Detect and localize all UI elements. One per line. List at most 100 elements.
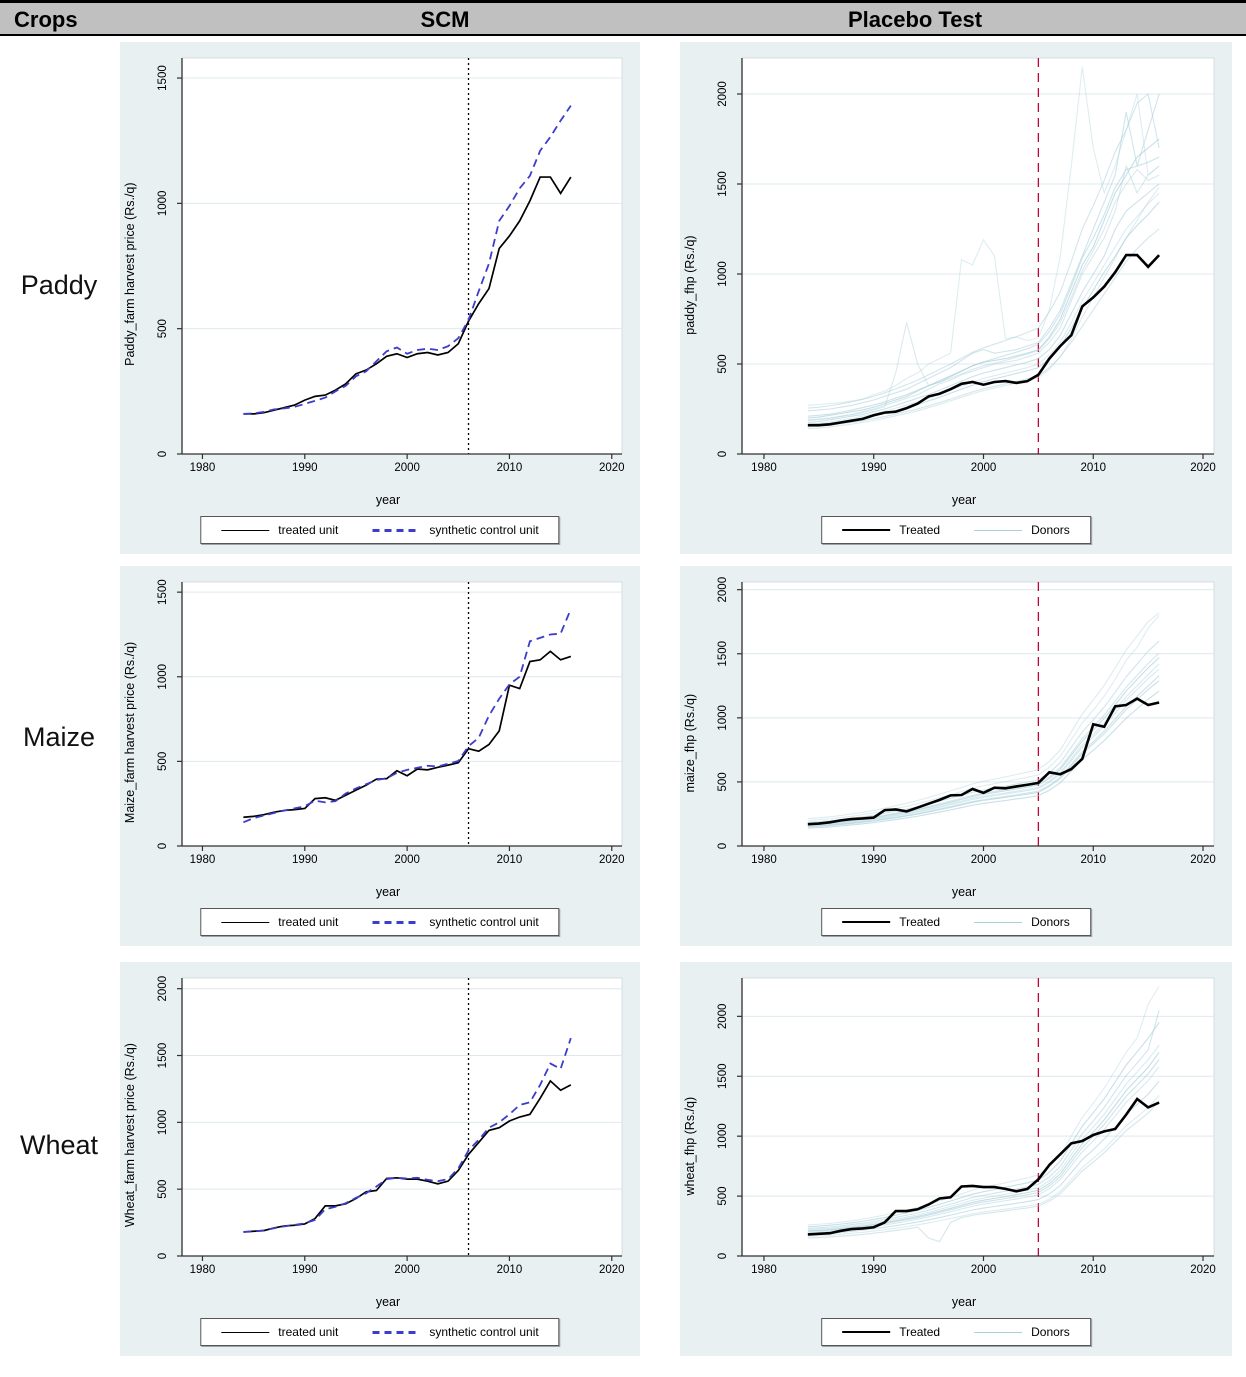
header-crops: Crops	[14, 7, 78, 32]
treated-line	[807, 697, 1160, 826]
donor-line	[807, 1044, 1160, 1231]
paddy-placebo-plot: 0 500 1000 1500 2000 1980 1990 2000 2010 2020	[717, 57, 1216, 474]
donor-line	[807, 66, 1160, 406]
donor-line	[807, 93, 1160, 412]
x-tick-label: 2010	[497, 1264, 523, 1276]
donor-line	[807, 1101, 1160, 1243]
treated-line-sample	[221, 1331, 270, 1333]
x-tick-label: 1980	[751, 462, 777, 474]
wheat-scm-y-axis-label: Wheat_farm harvest price (Rs./q)	[123, 1043, 137, 1228]
y-tick-label: 2000	[157, 976, 169, 1002]
y-tick-label: 0	[717, 843, 729, 849]
donor-line	[807, 668, 1160, 827]
wheat-scm-chart-block: Wheat_farm harvest price (Rs./q) 0 500 100…	[120, 962, 640, 1356]
maize-scm-legend: treated unit synthetic control unit	[200, 908, 560, 936]
x-tick-label: 2020	[1190, 462, 1216, 474]
synthetic-control-line	[243, 105, 572, 415]
treated-line-sample	[842, 1331, 891, 1333]
treated-line	[243, 176, 572, 415]
x-tick-label: 1980	[190, 1264, 216, 1276]
treated-line	[243, 650, 572, 819]
x-tick-label: 2020	[599, 462, 625, 474]
header-placebo-test: Placebo Test	[847, 7, 983, 32]
paddy-placebo-chart-block: paddy_fhp (Rs./q) 0 500 1000 1500 2000 1980 19…	[680, 42, 1232, 554]
donor-line	[807, 1080, 1160, 1235]
y-tick-label: 1500	[157, 1043, 169, 1069]
y-tick-label: 1500	[717, 171, 729, 197]
maize-placebo-y-axis-label: maize_fhp (Rs./q)	[683, 693, 697, 793]
donor-line	[807, 156, 1160, 417]
donors-line-sample	[974, 921, 1023, 923]
donor-line	[807, 690, 1160, 829]
y-tick-label: 1500	[717, 641, 729, 667]
plot-area	[181, 977, 623, 1257]
maize-placebo-legend: Treated Donors	[821, 908, 1091, 936]
legend-item-treated: Treated	[842, 1325, 940, 1339]
y-tick-label: 1000	[717, 1123, 729, 1149]
x-tick-label: 2000	[971, 854, 997, 866]
x-tick-label: 2020	[1190, 1264, 1216, 1276]
treated-line	[807, 1097, 1160, 1236]
y-tick-label: 0	[157, 1253, 169, 1259]
x-tick-label: 2010	[497, 462, 523, 474]
wheat-scm-x-axis-label: year	[375, 1295, 401, 1309]
plot-area	[741, 57, 1215, 455]
legend-label-synthetic-control: synthetic control unit	[429, 1325, 539, 1339]
x-tick-label: 2020	[1190, 854, 1216, 866]
y-tick-label: 1500	[717, 1063, 729, 1089]
maize-scm-chart-block: Maize_farm harvest price (Rs./q) 0 500 100…	[120, 566, 640, 946]
legend-label-treated: Treated	[899, 1325, 941, 1339]
x-tick-label: 2000	[394, 854, 420, 866]
y-tick-label: 0	[157, 451, 169, 457]
synthetic-line-sample	[372, 1330, 421, 1334]
legend-item-donors: Donors	[974, 523, 1070, 537]
donors-line-sample	[974, 529, 1023, 531]
x-tick-label: 2010	[1080, 854, 1106, 866]
donor-line	[807, 168, 1160, 422]
wheat-placebo-chart-block: wheat_fhp (Rs./q) 0 500 1000 1500 2000 1980 19…	[680, 962, 1232, 1356]
wheat-placebo-legend: Treated Donors	[821, 1318, 1091, 1346]
donor-line	[807, 675, 1160, 827]
maize-scm-x-axis-label: year	[375, 885, 401, 899]
donor-line	[807, 192, 1160, 425]
y-tick-label: 2000	[717, 577, 729, 603]
y-tick-label: 1500	[157, 579, 169, 605]
table-header-row: Crops SCM Placebo Test	[0, 0, 1246, 36]
crop-label-maize: Maize	[22, 722, 96, 752]
treated-line-sample	[221, 529, 270, 531]
paddy-placebo-y-axis-label: paddy_fhp (Rs./q)	[683, 235, 697, 335]
x-tick-label: 1990	[292, 854, 318, 866]
wheat-placebo-y-axis-label: wheat_fhp (Rs./q)	[683, 1096, 697, 1196]
paddy-placebo-x-axis-label: year	[951, 493, 977, 507]
x-tick-label: 1990	[861, 462, 887, 474]
donors-line-sample	[974, 1331, 1023, 1333]
donor-line	[807, 183, 1160, 424]
maize-scm-plot: 0 500 1000 1500 1980 1990 2000 2010 2020	[157, 579, 625, 866]
maize-placebo-x-axis-label: year	[951, 885, 977, 899]
donor-line	[807, 614, 1160, 821]
donor-line	[807, 640, 1160, 823]
donor-line	[807, 1059, 1160, 1232]
donor-line	[807, 1010, 1160, 1229]
plot-area	[741, 977, 1215, 1257]
wheat-placebo-plot: 0 500 1000 1500 2000 1980 1990 2000 2010 2020	[717, 977, 1216, 1276]
x-tick-label: 1990	[292, 462, 318, 474]
x-tick-label: 1990	[292, 1264, 318, 1276]
synthetic-line-sample	[372, 920, 421, 924]
legend-label-treated-unit: treated unit	[278, 523, 339, 537]
legend-label-synthetic-control: synthetic control unit	[429, 523, 539, 537]
x-tick-label: 1980	[190, 462, 216, 474]
x-tick-label: 1980	[190, 854, 216, 866]
paddy-scm-legend: treated unit synthetic control unit	[200, 516, 560, 544]
legend-label-donors: Donors	[1031, 915, 1070, 929]
paddy-scm-plot: 0 500 1000 1500 1980 1990 2000 2010 2020	[157, 57, 625, 474]
donor-line	[807, 1022, 1160, 1228]
x-tick-label: 1980	[751, 1264, 777, 1276]
wheat-placebo-x-axis-label: year	[951, 1295, 977, 1309]
legend-item-donors: Donors	[974, 915, 1070, 929]
donor-line	[807, 612, 1160, 819]
x-tick-label: 2020	[599, 1264, 625, 1276]
legend-item-treated-unit: treated unit	[221, 915, 338, 929]
donor-line	[807, 228, 1160, 428]
